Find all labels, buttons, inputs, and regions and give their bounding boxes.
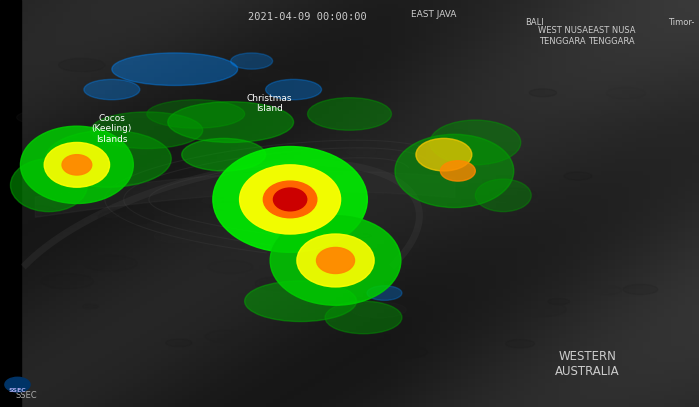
Ellipse shape (270, 216, 401, 305)
Ellipse shape (41, 168, 69, 176)
Ellipse shape (416, 138, 472, 171)
Ellipse shape (515, 302, 566, 317)
Ellipse shape (84, 79, 140, 100)
Ellipse shape (325, 301, 402, 334)
Ellipse shape (185, 160, 211, 168)
Ellipse shape (405, 148, 421, 152)
Text: EAST NUSA
TENGGARA: EAST NUSA TENGGARA (588, 26, 635, 46)
Ellipse shape (297, 234, 374, 287)
Ellipse shape (166, 339, 192, 347)
Ellipse shape (308, 98, 391, 130)
Ellipse shape (194, 349, 234, 361)
Ellipse shape (491, 188, 537, 202)
Circle shape (5, 377, 30, 392)
Text: WESTERN
AUSTRALIA: WESTERN AUSTRALIA (555, 350, 619, 378)
Ellipse shape (356, 234, 371, 238)
Ellipse shape (231, 53, 273, 69)
Ellipse shape (388, 346, 427, 358)
Ellipse shape (99, 209, 154, 225)
Text: 2021-04-09 00:00:00: 2021-04-09 00:00:00 (248, 12, 367, 22)
Ellipse shape (248, 70, 293, 83)
Ellipse shape (446, 130, 470, 137)
Ellipse shape (347, 147, 376, 156)
Ellipse shape (104, 213, 120, 217)
Ellipse shape (475, 179, 531, 212)
Ellipse shape (147, 100, 245, 128)
Ellipse shape (17, 111, 60, 124)
Ellipse shape (41, 274, 94, 289)
Text: BALI: BALI (526, 18, 544, 27)
Ellipse shape (24, 206, 55, 215)
Text: Christmas
Island: Christmas Island (246, 94, 292, 113)
Ellipse shape (529, 89, 556, 97)
Ellipse shape (317, 247, 354, 274)
Ellipse shape (82, 304, 99, 309)
Ellipse shape (245, 281, 356, 322)
Ellipse shape (206, 330, 248, 343)
Ellipse shape (430, 120, 521, 165)
Ellipse shape (310, 123, 333, 130)
Ellipse shape (440, 161, 475, 181)
Ellipse shape (59, 58, 105, 72)
Ellipse shape (395, 134, 514, 208)
Ellipse shape (548, 298, 570, 304)
Ellipse shape (10, 159, 87, 212)
Text: Cocos
(Keeling)
Islands: Cocos (Keeling) Islands (92, 114, 132, 144)
Ellipse shape (266, 79, 322, 100)
Ellipse shape (264, 181, 317, 218)
Ellipse shape (45, 130, 171, 187)
Ellipse shape (505, 339, 535, 348)
Text: SSEC: SSEC (16, 391, 37, 400)
Ellipse shape (182, 138, 266, 171)
Ellipse shape (240, 165, 340, 234)
Ellipse shape (273, 188, 307, 211)
Ellipse shape (367, 286, 402, 300)
Bar (0, 0, 21, 407)
Ellipse shape (84, 256, 137, 271)
Ellipse shape (154, 229, 203, 243)
Ellipse shape (407, 320, 433, 328)
Ellipse shape (590, 286, 621, 295)
Text: WEST NUSA
TENGGARA: WEST NUSA TENGGARA (538, 26, 588, 46)
Ellipse shape (212, 147, 368, 252)
Ellipse shape (62, 155, 92, 175)
Ellipse shape (202, 198, 222, 204)
Ellipse shape (208, 260, 253, 274)
Text: SSEC: SSEC (8, 388, 27, 393)
Ellipse shape (91, 112, 203, 149)
Text: Timor-: Timor- (668, 18, 695, 27)
Ellipse shape (623, 284, 658, 295)
Ellipse shape (255, 276, 304, 291)
Ellipse shape (168, 102, 294, 142)
Ellipse shape (564, 172, 592, 180)
Ellipse shape (607, 88, 645, 99)
Ellipse shape (584, 219, 603, 225)
Ellipse shape (210, 201, 243, 211)
Ellipse shape (600, 114, 640, 125)
Ellipse shape (20, 126, 134, 204)
Ellipse shape (44, 142, 110, 187)
Ellipse shape (49, 69, 103, 85)
Text: EAST JAVA: EAST JAVA (411, 10, 456, 19)
Ellipse shape (125, 316, 141, 321)
Ellipse shape (112, 53, 238, 85)
Ellipse shape (352, 302, 406, 318)
